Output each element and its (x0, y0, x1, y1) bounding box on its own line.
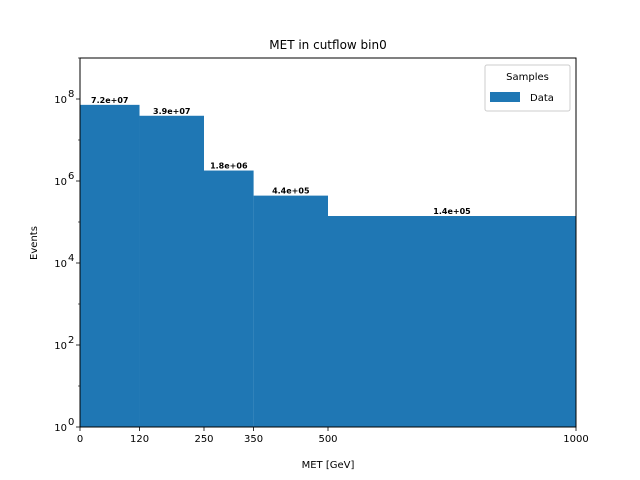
bar-bin-3 (253, 195, 328, 427)
y-tick-exp-2: 4 (68, 253, 74, 264)
y-tick-exp-4: 8 (68, 89, 74, 100)
x-tick-label-5: 1000 (563, 434, 588, 445)
y-tick-base-2: 10 (54, 259, 67, 270)
bar-bin-2 (204, 170, 254, 428)
bar-bin-1 (139, 115, 204, 427)
legend-title: Samples (506, 72, 549, 83)
legend-entry-data: Data (530, 93, 554, 104)
y-tick-label-4: 10 (54, 95, 67, 106)
y-tick-exp-0: 0 (68, 417, 74, 428)
bar-label-bin-2: 1.8e+06 (210, 162, 248, 171)
y-tick-base-1: 10 (54, 341, 67, 352)
bar-label-bin-0: 7.2e+07 (91, 96, 128, 105)
y-tick-label-0: 10 (54, 423, 67, 434)
x-axis-label: MET [GeV] (302, 460, 355, 471)
y-tick-label-1: 10 (54, 341, 67, 352)
legend: Samples Data (484, 64, 571, 112)
x-tick-label-3: 350 (244, 434, 263, 445)
x-tick-label-4: 500 (318, 434, 337, 445)
chart-title: MET in cutflow bin0 (269, 38, 386, 52)
x-tick-label-1: 120 (130, 434, 149, 445)
x-axis-ticks: 0 120 250 350 500 1000 (77, 427, 589, 445)
legend-swatch-data (490, 92, 520, 102)
y-tick-exp-3: 6 (68, 171, 74, 182)
bar-bin-4 (328, 216, 576, 427)
bar-bin-0 (80, 104, 140, 427)
bar-labels-group: 7.2e+07 3.9e+07 1.8e+06 4.4e+05 1.4e+05 (91, 96, 471, 216)
bars-group (80, 104, 576, 428)
x-tick-label-0: 0 (77, 434, 83, 445)
bar-label-bin-1: 3.9e+07 (153, 107, 190, 116)
y-tick-exp-1: 2 (68, 335, 74, 346)
y-tick-label-2: 10 (54, 259, 67, 270)
y-tick-label-3: 10 (54, 177, 67, 188)
y-axis-label: Events (29, 226, 40, 260)
bar-label-bin-3: 4.4e+05 (272, 187, 310, 196)
y-tick-base-4: 10 (54, 95, 67, 106)
y-tick-base-3: 10 (54, 177, 67, 188)
bar-label-bin-4: 1.4e+05 (433, 207, 471, 216)
x-tick-label-2: 250 (194, 434, 213, 445)
y-tick-base-0: 10 (54, 423, 67, 434)
